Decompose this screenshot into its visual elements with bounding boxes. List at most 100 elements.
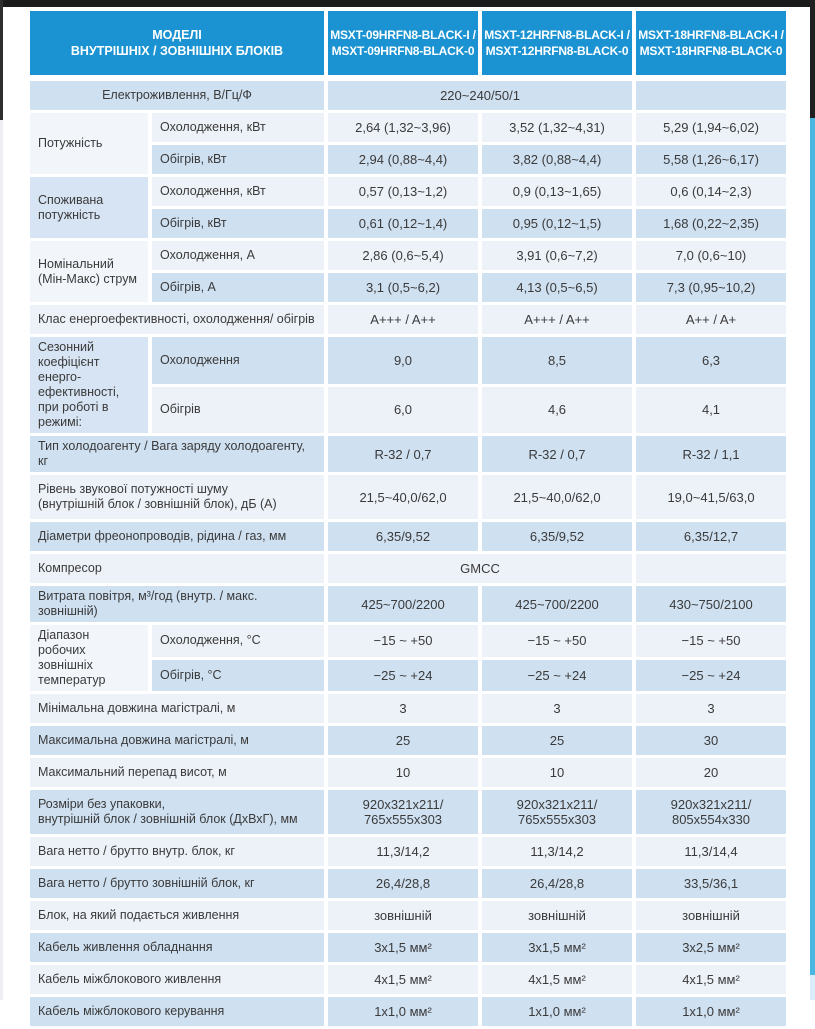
row-label: Мінімальна довжина магістралі, м: [30, 694, 324, 723]
value-cell: 11,3/14,2: [328, 837, 478, 866]
value-cell: 4,6: [482, 386, 633, 433]
value-cell: 5,29 (1,94~6,02): [636, 113, 787, 142]
value-cell: 3,91 (0,6~7,2): [482, 241, 633, 270]
spec-row: Діапазон робочих зовнішніх температур Охо…: [30, 625, 787, 691]
value-cell: зовнішній: [636, 901, 787, 930]
row-label: Блок, на який подається живлення: [30, 901, 324, 930]
spec-row: Кабель міжблокового живлення 4х1,5 мм² 4х1…: [30, 965, 787, 994]
value-cell: 3: [328, 694, 478, 723]
value-cell: 6,35/9,52: [328, 522, 478, 551]
row-label: Максимальний перепад висот, м: [30, 758, 324, 787]
value-cell: 2,86 (0,6~5,4): [328, 241, 478, 270]
row-label: Електроживлення, В/Гц/Ф: [30, 81, 324, 110]
spec-row: Клас енергоефективності, охолодження/ об…: [30, 305, 787, 334]
value-cell: 3: [636, 694, 787, 723]
value-cell: −15 ~ +50: [636, 625, 787, 657]
spec-row: Витрата повітря, м³/год (внутр. / макс. …: [30, 586, 787, 622]
table-header-row: МОДЕЛІ ВНУТРІШНІХ / ЗОВНІШНІХ БЛОКІВ MSX…: [30, 11, 786, 75]
value-cell: 920х321х211/ 805х554х330: [636, 790, 787, 834]
value-cell: 25: [482, 726, 633, 755]
spec-row: Обігрів, кВт 2,94 (0,88~4,4) 3,82 (0,88~4,…: [30, 145, 787, 174]
models-title-cell: МОДЕЛІ ВНУТРІШНІХ / ЗОВНІШНІХ БЛОКІВ: [30, 11, 324, 75]
value-cell: 10: [482, 758, 633, 787]
value-cell: 4х1,5 мм²: [482, 965, 633, 994]
value-cell: 30: [636, 726, 787, 755]
value-cell: 0,95 (0,12~1,5): [482, 209, 633, 238]
row-label: Максимальна довжина магістралі, м: [30, 726, 324, 755]
row-label: Діаметри фреонопроводів, рідина / газ, м…: [30, 522, 324, 551]
value-cell: −25 ~ +24: [328, 659, 478, 691]
empty-cell: [636, 554, 787, 583]
row-label: Тип холодоагенту / Вага заряду холодоаге…: [30, 436, 324, 472]
sub-label: Охолодження, °С: [152, 625, 324, 657]
row-label: Кабель міжблокового живлення: [30, 965, 324, 994]
value-cell: 425~700/2200: [328, 586, 478, 622]
value-cell: 26,4/28,8: [482, 869, 633, 898]
value-cell: 7,0 (0,6~10): [636, 241, 787, 270]
empty-cell: [636, 81, 787, 110]
value-cell: 920х321х211/ 765х555х303: [328, 790, 478, 834]
sub-label: Охолодження, А: [152, 241, 324, 270]
spec-row: Номінальний (Мін-Макс) струм Охолодження,…: [30, 241, 787, 302]
value-cell: 11,3/14,2: [482, 837, 633, 866]
left-page-edge: [0, 0, 3, 1000]
spec-row: Обігрів 6,0 4,6 4,1: [30, 386, 787, 433]
row-label: Рівень звукової потужності шуму (внутріш…: [30, 475, 324, 519]
model-header: MSXT-18HRFN8-BLACK-I / MSXT-18HRFN8-BLAC…: [636, 11, 786, 75]
value-cell: A++ / A+: [636, 305, 787, 334]
value-cell-merged: GMCC: [328, 554, 633, 583]
row-label: Вага нетто / брутто внутр. блок, кг: [30, 837, 324, 866]
spec-row: Кабель міжблокового керування 1х1,0 мм² 1х…: [30, 997, 787, 1026]
spec-row: Потужність Охолодження, кВт 2,64 (1,32~3,9…: [30, 113, 787, 174]
sub-label: Обігрів, А: [152, 273, 324, 302]
right-page-edge: [810, 0, 815, 1000]
spec-row: Розміри без упаковки, внутрішній блок / …: [30, 790, 787, 834]
value-cell: A+++ / A++: [482, 305, 633, 334]
spec-row: Вага нетто / брутто внутр. блок, кг 11,3/…: [30, 837, 787, 866]
value-cell: 2,94 (0,88~4,4): [328, 145, 478, 174]
value-cell: 33,5/36,1: [636, 869, 787, 898]
value-cell: 6,0: [328, 386, 478, 433]
value-cell: 2,64 (1,32~3,96): [328, 113, 478, 142]
value-cell: 0,9 (0,13~1,65): [482, 177, 633, 206]
value-cell: 4х1,5 мм²: [328, 965, 478, 994]
sub-label: Охолодження, кВт: [152, 113, 324, 142]
value-cell: 3,1 (0,5~6,2): [328, 273, 478, 302]
value-cell: 25: [328, 726, 478, 755]
spec-table: Електроживлення, В/Гц/Ф 220~240/50/1 Потуж…: [26, 78, 790, 1029]
spec-row: Споживана потужність Охолодження, кВт 0,57…: [30, 177, 787, 238]
row-label: Клас енергоефективності, охолодження/ об…: [30, 305, 324, 334]
value-cell: 6,35/9,52: [482, 522, 633, 551]
sub-label: Охолодження: [152, 337, 324, 384]
spec-row: Обігрів, кВт 0,61 (0,12~1,4) 0,95 (0,12~1,…: [30, 209, 787, 238]
value-cell: 20: [636, 758, 787, 787]
group-label: Потужність: [30, 113, 148, 174]
value-cell-merged: 220~240/50/1: [328, 81, 633, 110]
spec-row: Компресор GMCC: [30, 554, 787, 583]
value-cell: 3х1,5 мм²: [482, 933, 633, 962]
value-cell: 21,5~40,0/62,0: [482, 475, 633, 519]
value-cell: зовнішній: [482, 901, 633, 930]
value-cell: 1х1,0 мм²: [636, 997, 787, 1026]
value-cell: 4,13 (0,5~6,5): [482, 273, 633, 302]
row-label: Розміри без упаковки, внутрішній блок / …: [30, 790, 324, 834]
sub-label: Обігрів, кВт: [152, 209, 324, 238]
value-cell: 3х1,5 мм²: [328, 933, 478, 962]
value-cell: 6,3: [636, 337, 787, 384]
value-cell: 920х321х211/ 765х555х303: [482, 790, 633, 834]
value-cell: 0,6 (0,14~2,3): [636, 177, 787, 206]
value-cell: 3: [482, 694, 633, 723]
value-cell: −25 ~ +24: [482, 659, 633, 691]
group-label: Номінальний (Мін-Макс) струм: [30, 241, 148, 302]
model-header: MSXT-12HRFN8-BLACK-I / MSXT-12HRFN8-BLAC…: [482, 11, 632, 75]
spec-row: Максимальний перепад висот, м 10 10 20: [30, 758, 787, 787]
sub-label: Охолодження, кВт: [152, 177, 324, 206]
value-cell: −15 ~ +50: [482, 625, 633, 657]
value-cell: 11,3/14,4: [636, 837, 787, 866]
spec-row: Блок, на який подається живлення зовнішні…: [30, 901, 787, 930]
value-cell: 4х1,5 мм²: [636, 965, 787, 994]
row-label: Вага нетто / брутто зовнішній блок, кг: [30, 869, 324, 898]
spec-row: Електроживлення, В/Гц/Ф 220~240/50/1: [30, 81, 787, 110]
value-cell: R-32 / 0,7: [328, 436, 478, 472]
